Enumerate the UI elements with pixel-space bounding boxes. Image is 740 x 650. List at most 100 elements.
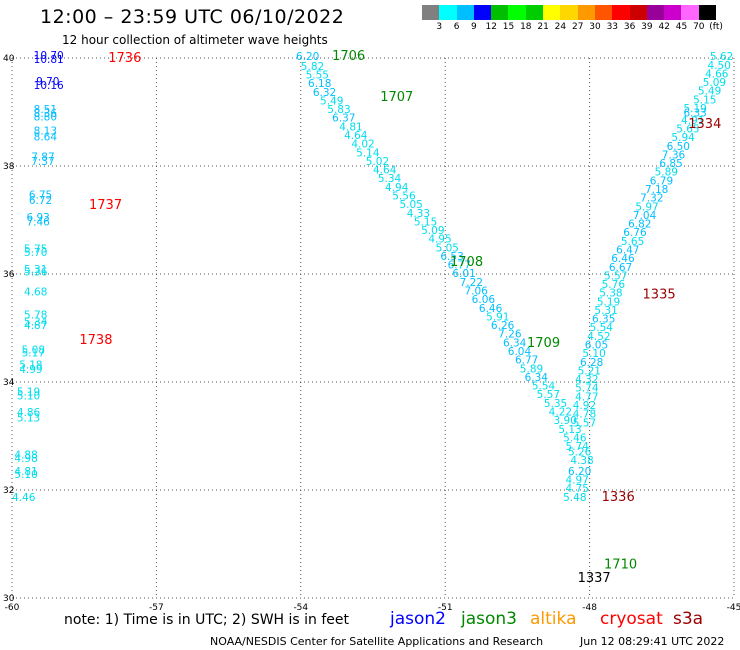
wave-height-value: 5.49 [698,86,721,98]
wave-height-value: 5.34 [24,316,48,328]
wave-height-value: 5.57 [604,270,627,282]
wave-height-value: 6.35 [592,314,615,326]
pass-time-label: 1738 [79,333,112,348]
wave-height-value: 5.10 [582,348,605,360]
color-scale-label: 9 [471,22,477,32]
wave-height-value: 5.17 [22,348,45,360]
wave-height-value: 5.56 [392,190,416,202]
wave-height-value: 5.70 [24,247,47,259]
color-scale-label: 21 [537,22,549,32]
timestamp: Jun 12 08:29:41 UTC 2022 [580,635,725,648]
wave-height-value: 5.78 [24,309,47,321]
pass-time-label: 1737 [89,198,122,213]
wave-height-value: 5.08 [22,344,45,356]
wave-height-value: 5.09 [421,225,444,237]
wave-height-value: 6.33 [683,107,706,119]
pass-time-label: 1709 [527,336,560,351]
pass-time-label: 1337 [578,571,611,586]
wave-height-value: 7.37 [31,156,54,168]
legend-altika: altika [530,609,577,629]
wave-height-value: 5.36 [24,267,48,279]
wave-height-value: 5.21 [578,365,601,377]
color-scale-label: 45 [675,22,688,32]
wave-height-value: 6.18 [308,78,331,90]
wave-height-value: 7.22 [460,277,483,289]
color-swatch [422,5,440,20]
wave-height-value: 7.06 [464,286,488,298]
pass-time-label: 1334 [688,117,721,132]
x-tick-label: -54 [293,603,308,613]
wave-height-value: 6.28 [580,357,603,369]
wave-height-value: 6.34 [525,372,549,384]
color-swatch [698,5,717,20]
wave-height-value: 5.31 [24,264,47,276]
pass-time-label: 1336 [602,490,635,505]
wave-height-value: 6.37 [332,113,355,125]
color-swatch [560,5,578,20]
color-swatch [456,5,474,20]
wave-height-value: 4.50 [708,60,731,72]
wave-height-value: 5.10 [14,469,37,481]
wave-height-value: 5.55 [306,70,329,82]
wave-height-value: 4.92 [573,400,596,412]
color-swatch [646,5,665,20]
wave-height-value: 5.05 [399,199,422,211]
wave-height-value: 5.35 [544,398,567,410]
wave-height-value: 5.54 [590,322,614,334]
color-swatch [508,5,526,20]
wave-height-value: 8.13 [34,126,57,138]
wave-height-value: 5.18 [19,360,42,372]
wave-height-value: 8.64 [34,132,58,144]
color-scale-label: 36 [623,22,636,32]
wave-height-value: 5.62 [710,51,733,63]
color-swatch [577,5,595,20]
wave-height-value: 4.68 [24,287,47,299]
wave-height-value: 4.77 [575,391,598,403]
wave-height-value: 6.47 [616,244,639,256]
wave-height-value: 9.70 [36,76,59,88]
wave-height-value: 4.64 [373,165,397,177]
wave-height-value: 7.87 [31,152,54,164]
wave-height-value: 5.76 [602,279,626,291]
wave-height-value: 5.34 [378,173,402,185]
wave-height-value: 6.46 [611,253,635,265]
wave-height-value: 8.36 [34,108,58,120]
wave-height-value: 5.97 [635,201,658,213]
wave-height-value: 8.80 [34,112,57,124]
wave-height-value: 10.81 [34,54,64,66]
wave-height-value: 6.01 [452,268,475,280]
wave-height-value: 5.83 [327,104,350,116]
wave-height-value: 5.19 [683,103,706,115]
wave-height-value: 4.91 [681,115,704,127]
x-tick-label: -60 [5,603,20,613]
pass-time-label: 1710 [604,557,637,572]
wave-height-value: 4.66 [705,68,729,80]
color-swatch [664,5,682,20]
color-swatch [439,5,457,20]
wave-height-value: 5.19 [597,296,620,308]
legend-jason3: jason3 [461,609,517,629]
y-tick-label: 40 [3,54,15,64]
wave-height-value: 5.31 [594,305,617,317]
x-tick-label: -57 [149,603,164,613]
wave-height-value: 10.70 [34,50,64,62]
wave-height-value: 4.32 [575,374,598,386]
wave-height-value: 5.02 [366,156,389,168]
wave-height-value: 5.38 [599,288,622,300]
pass-time-label: 1708 [450,255,483,270]
wave-height-value: 5.05 [436,242,459,254]
y-tick-label: 38 [3,162,15,172]
wave-height-value: 6.34 [503,337,527,349]
wave-height-value: 6.77 [515,355,538,367]
footnote: note: 1) Time is in UTC; 2) SWH is in fe… [64,612,350,628]
color-scale-label: 39 [641,22,653,32]
y-tick-label: 32 [3,486,14,496]
color-scale-label: 30 [589,22,601,32]
color-scale-label: 18 [520,22,532,32]
wave-height-value: 4.97 [566,475,589,487]
x-tick-label: -48 [582,603,597,613]
wave-height-value: 5.19 [17,387,40,399]
y-tick-label: 34 [3,378,15,388]
wave-height-value: 4.95 [428,234,451,246]
wave-height-value: 7.18 [645,184,668,196]
